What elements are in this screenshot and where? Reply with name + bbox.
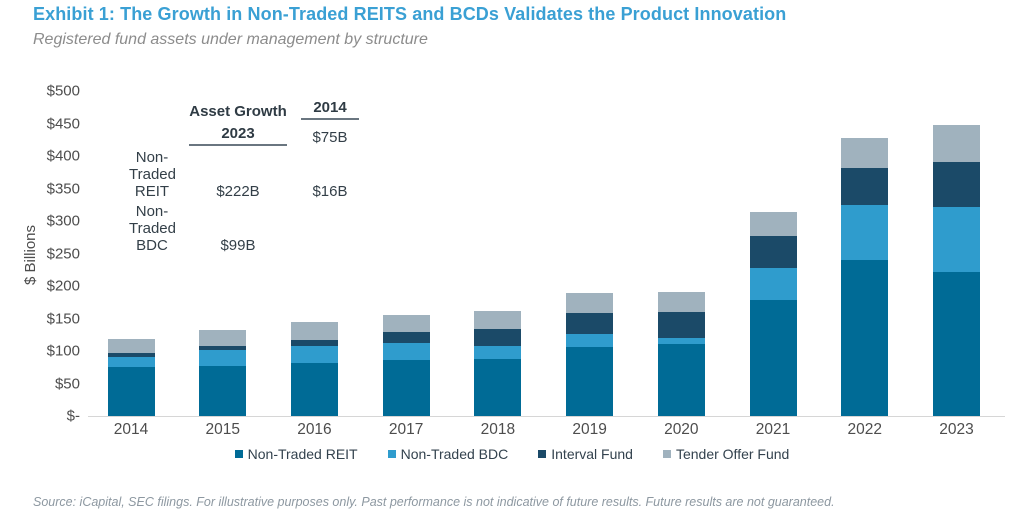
callout-reit-2014: $75B (312, 129, 348, 146)
x-tick-label-2016: 2016 (297, 421, 332, 438)
x-axis-line (88, 416, 1005, 417)
legend-item-interval-fund: Interval Fund (538, 446, 633, 462)
bar-segment-2019-interval-fund (566, 313, 614, 335)
legend-item-non-traded-reit: Non-Traded REIT (234, 446, 358, 462)
bar-segment-2022-interval-fund (841, 167, 889, 206)
legend-swatch-icon (234, 450, 243, 458)
bar-segment-2020-non-traded-bdc (657, 338, 705, 344)
x-tick-label-2019: 2019 (572, 421, 607, 438)
callout-bdc-2014: $16B (312, 183, 348, 200)
y-tick-label: $- (66, 407, 80, 425)
bar-segment-2017-tender-offer-fund (382, 314, 430, 332)
bar-segment-2021-interval-fund (749, 235, 797, 269)
y-tick-label: $500 (46, 82, 80, 100)
bar-segment-2021-non-traded-reit (749, 299, 797, 416)
y-tick-label: $300 (46, 212, 80, 230)
bar-segment-2023-tender-offer-fund (932, 125, 980, 162)
bar-segment-2022-non-traded-reit (841, 260, 889, 416)
asset-growth-callout: Asset Growth 2014 2023 $75B Non-Traded R… (129, 97, 359, 254)
x-tick-label-2015: 2015 (205, 421, 240, 438)
bar-segment-2016-tender-offer-fund (290, 321, 338, 340)
bar-segment-2023-interval-fund (932, 161, 980, 208)
bar-segment-2019-non-traded-reit (566, 347, 614, 416)
bar-segment-2014-tender-offer-fund (107, 339, 155, 353)
bar-segment-2015-tender-offer-fund (199, 329, 247, 346)
bar-segment-2014-non-traded-reit (107, 367, 155, 416)
bar-segment-2021-non-traded-bdc (749, 268, 797, 300)
bar-segment-2020-tender-offer-fund (657, 291, 705, 312)
y-tick-label: $100 (46, 342, 80, 360)
x-tick-label-2017: 2017 (388, 421, 424, 438)
y-tick-label: $250 (46, 245, 80, 262)
plot-area (90, 91, 1005, 416)
exhibit-subtitle: Registered fund assets under management … (33, 31, 428, 48)
bar-segment-2015-non-traded-bdc (199, 349, 247, 366)
x-tick-label-2022: 2022 (847, 421, 882, 438)
bar-segment-2022-tender-offer-fund (841, 137, 889, 168)
bar-segment-2015-non-traded-reit (199, 365, 247, 416)
legend-item-non-traded-bdc: Non-Traded BDC (387, 446, 509, 462)
bar-segment-2015-interval-fund (199, 345, 247, 350)
legend-label: Interval Fund (551, 446, 633, 462)
y-tick-label: $200 (46, 277, 80, 295)
callout-year-2014: 2014 (301, 99, 359, 120)
bar-segment-2018-non-traded-reit (474, 359, 522, 416)
legend-label: Non-Traded BDC (400, 446, 509, 462)
bar-segment-2017-interval-fund (382, 331, 430, 344)
y-tick-label: $400 (46, 147, 80, 165)
source-note: Source: iCapital, SEC filings. For illus… (33, 495, 835, 509)
exhibit-title: Exhibit 1: The Growth in Non-Traded REIT… (33, 4, 787, 24)
bar-segment-2016-interval-fund (290, 339, 338, 347)
legend-item-tender-offer-fund: Tender Offer Fund (662, 446, 790, 462)
legend-swatch-icon (387, 450, 396, 458)
bar-segment-2017-non-traded-reit (382, 360, 430, 416)
legend-swatch-icon (662, 450, 671, 458)
bar-segment-2022-non-traded-bdc (841, 205, 889, 260)
bar-segment-2020-non-traded-reit (657, 343, 705, 416)
bar-segment-2016-non-traded-bdc (290, 346, 338, 364)
bar-segment-2020-interval-fund (657, 312, 705, 338)
x-tick-label-2021: 2021 (755, 421, 791, 438)
bar-segment-2023-non-traded-bdc (932, 207, 980, 272)
bar-segment-2019-non-traded-bdc (566, 334, 614, 348)
bar-segment-2018-tender-offer-fund (474, 310, 522, 329)
x-tick-label-2023: 2023 (939, 421, 974, 438)
bar-segment-2021-tender-offer-fund (749, 211, 797, 236)
bar-segment-2017-non-traded-bdc (382, 343, 430, 361)
callout-year-2023: 2023 (189, 125, 287, 146)
x-tick-label-2018: 2018 (480, 421, 516, 438)
legend-swatch-icon (538, 450, 547, 458)
x-axis-labels: 2014 2015 2016 2017 2018 2019 2020 2021 2022 2023 (90, 421, 1005, 439)
bar-segment-2023-non-traded-reit (932, 271, 980, 416)
chart-legend: Non-Traded REIT Non-Traded BDC Interval Fu… (0, 445, 1024, 463)
bar-segment-2018-non-traded-bdc (474, 346, 522, 360)
callout-reit-2023: $222B (216, 183, 260, 200)
callout-title: Asset Growth (189, 103, 287, 120)
legend-label: Tender Offer Fund (675, 446, 790, 462)
bar-segment-2014-interval-fund (107, 352, 155, 357)
y-tick-label: $50 (54, 375, 80, 392)
y-tick-label: $450 (46, 115, 80, 132)
callout-reit-label: Non-Traded REIT (129, 149, 176, 200)
y-axis-ticks: $- $50 $100 $150 $200 $250 $300 $350 $400 $450 $50… (0, 84, 80, 424)
bar-segment-2019-tender-offer-fund (566, 293, 614, 314)
x-tick-label-2014: 2014 (113, 421, 149, 438)
bar-segment-2018-interval-fund (474, 328, 522, 347)
x-tick-label-2020: 2020 (664, 421, 699, 438)
bar-segment-2016-non-traded-reit (290, 363, 338, 416)
y-tick-label: $350 (46, 180, 80, 197)
legend-label: Non-Traded REIT (247, 446, 358, 462)
callout-bdc-label: Non-Traded BDC (129, 203, 176, 254)
y-tick-label: $150 (46, 310, 80, 327)
bar-segment-2014-non-traded-bdc (107, 356, 155, 368)
callout-bdc-2023: $99B (220, 237, 256, 254)
